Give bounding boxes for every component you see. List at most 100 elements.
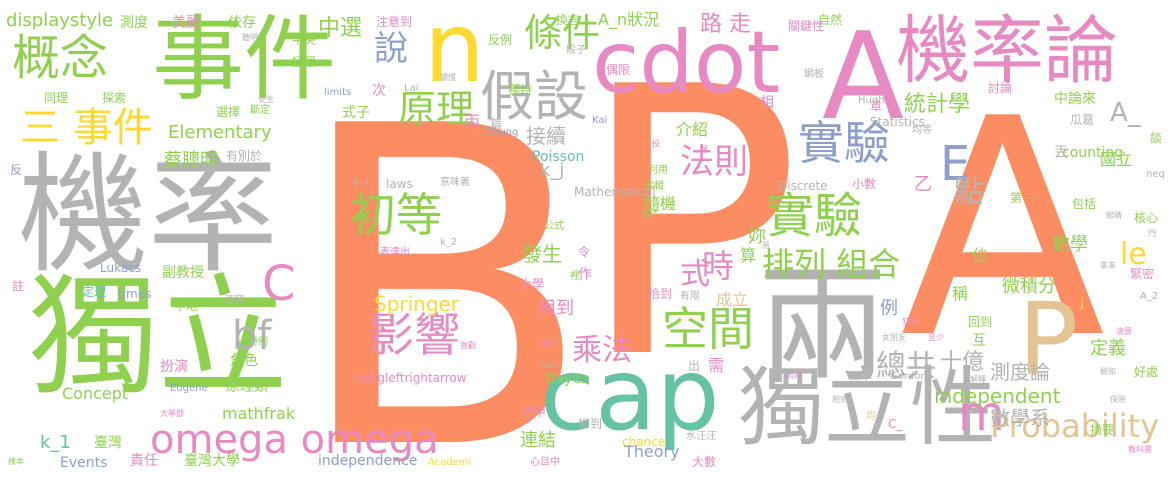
word-cedulun: 測度論 (990, 360, 1050, 384)
word-kongjian: 空間 (662, 302, 754, 356)
word-diyi: 第一 (1010, 191, 1035, 205)
word-jun: 均 (866, 411, 876, 422)
word-tiaojian: 條件 (524, 11, 601, 55)
word-lukacs: Lukacs (100, 261, 142, 275)
word-omega-omega: omega omega (150, 417, 439, 463)
word-teli: 特例 (248, 337, 268, 348)
word-liyong: 利用 (648, 165, 668, 176)
word-dingyi: 定義 (1090, 338, 1126, 359)
word-xuanze: 選擇 (216, 105, 241, 119)
word-ci: 次 (372, 83, 386, 99)
word-bianji: 編輯 (644, 181, 664, 192)
word-zhonglunlai: 中論來 (1054, 91, 1096, 107)
word-zhiguan: 直觀 (460, 341, 476, 350)
word-shuiwangwang: 水汪汪 (686, 431, 716, 442)
word-dulixing: 獨立性 (738, 358, 996, 458)
word-chu: 出 (688, 359, 701, 373)
word-jiuwo: 酒窩 (224, 295, 244, 306)
word-lai: Lai (404, 83, 419, 94)
word-chung: Chung (486, 127, 519, 138)
word-zhishao: 至少 (928, 333, 944, 342)
word-yongdao: 用到 (538, 298, 574, 319)
word-zuo: 作 (578, 267, 592, 283)
word-c: C (262, 256, 296, 312)
word-gangban: 鋼板 (804, 69, 824, 80)
word-neq: neq (1146, 169, 1165, 180)
word-jiexu: 接續 (526, 124, 566, 148)
word-dangzuo: 當作 (642, 209, 658, 218)
word-taiwan: 臺灣 (94, 435, 122, 451)
word-xinmuzhong: 心目中 (530, 457, 560, 468)
word-ni: 妳 (748, 226, 766, 247)
word-ling: 令 (578, 245, 591, 259)
word-chudeng: 初等 (350, 188, 442, 242)
word-weijifen: 微積分 (1002, 276, 1056, 297)
word-discrete: Discrete (778, 179, 828, 193)
word-statistics: Statistics (870, 115, 925, 129)
word-m: m (958, 386, 1005, 442)
word-cedu: 測度 (120, 15, 148, 31)
word-diu: 丟 (1054, 145, 1068, 161)
word-nalai: 拿來 (1100, 261, 1116, 270)
word-li2: 裡 (570, 271, 580, 282)
word-zhang: 章 (870, 99, 883, 113)
word-hugh: Hugh (858, 95, 885, 106)
word-dingli: 定理 (82, 285, 107, 299)
word-j: j (1080, 295, 1084, 311)
word-li: 例 (880, 298, 898, 319)
word-qiadao: 恰到 (648, 287, 673, 301)
word-laws: laws (386, 177, 413, 191)
word-independence: independence (318, 453, 418, 469)
word-an-zhuangkuang: A_n狀況 (598, 10, 660, 29)
word-zhuyidao: 注意到 (376, 15, 413, 29)
word-le: le (1120, 237, 1147, 272)
word-shuxue: 數學 (1052, 234, 1088, 255)
word-yicun: 依存 (228, 15, 256, 31)
word-kj: k_j (540, 160, 565, 181)
word-hu: 互 (972, 333, 986, 349)
word-k1: k_1 (40, 432, 71, 453)
word-kai: Kai (592, 115, 608, 126)
word-xiangyi: 相依 (832, 395, 848, 404)
word-suan: 算 (740, 246, 757, 265)
word-dute: 獨特 (508, 83, 533, 97)
word-jilv: 機率 (18, 139, 279, 291)
word-zhongxuan: 中選 (318, 16, 363, 41)
word-fanli: 反例 (488, 33, 513, 47)
word-nansheng: 男生 (540, 339, 556, 348)
word-chance: chance (622, 435, 666, 449)
word-jiashe: 假設 (480, 65, 588, 128)
word-a-large: A (900, 55, 1106, 404)
word-limits: limits (324, 87, 352, 98)
word-yangben: 樣本 (8, 457, 24, 466)
word-independent: independent (934, 384, 1061, 408)
word-bf: bf (232, 313, 272, 359)
word-gordon: Gordon (890, 371, 927, 382)
word-daxuebu: 大學部 (160, 409, 184, 418)
word-shiyan-1: 實驗 (798, 116, 890, 170)
word-n: n (424, 0, 485, 104)
word-concept: Concept (62, 384, 129, 403)
word-kuangre: 狂熱 (902, 317, 918, 326)
word-cdot: cdot (592, 13, 781, 113)
word-jieshao: 介紹 (676, 120, 709, 139)
word-a2: A_2 (1140, 291, 1159, 302)
word-p-tan: P (1018, 281, 1079, 398)
word-yi: 乙 (914, 174, 932, 195)
word-shizi: 式子 (342, 105, 370, 121)
word-jiaokeshu: 教科書 (1128, 445, 1152, 454)
word-touzi: 骰子 (566, 45, 586, 56)
word-yansuan: 演算 (1116, 327, 1132, 336)
word-youbieyu: 有別於 (226, 149, 263, 163)
word-meili: 美麗 (172, 15, 200, 31)
word-jieshi: 解釋 (970, 375, 986, 384)
word-taiwandaxue: 臺灣大學 (184, 453, 240, 469)
word-jilvlun: 機率論 (896, 8, 1118, 94)
word-shijian: 事件 (152, 6, 337, 113)
word-sum: sum (540, 361, 558, 370)
word-tan: 談 (1150, 131, 1163, 145)
word-haochu: 好處 (1134, 365, 1159, 379)
word-lu-zou: 路 走 (700, 12, 751, 37)
word-tongjixue: 統計學 (904, 92, 971, 117)
